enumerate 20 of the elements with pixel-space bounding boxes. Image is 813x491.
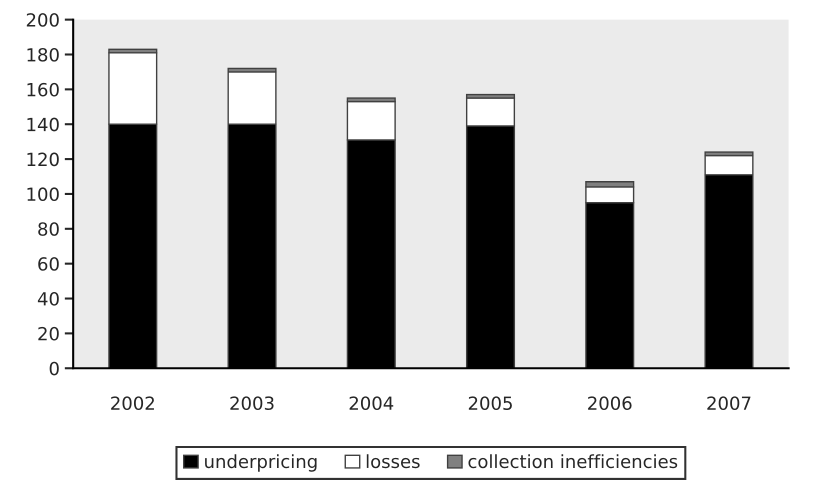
y-tick-label: 20	[38, 326, 59, 341]
legend-label: collection inefficiencies	[468, 454, 678, 468]
y-tick-label: 0	[50, 362, 59, 376]
x-tick-label: 2004	[350, 396, 394, 410]
x-tick-label: 2007	[707, 396, 750, 410]
y-tick-label: 200	[26, 13, 59, 27]
y-tick-label: 120	[27, 152, 59, 166]
y-tick-label: 60	[38, 257, 59, 271]
x-tick-label: 2003	[230, 396, 274, 410]
y-tick-label: 180	[27, 48, 59, 62]
y-tick-label: 40	[38, 292, 59, 306]
x-tick-label: 2006	[588, 396, 632, 410]
legend-label: losses	[366, 454, 420, 468]
y-tick-label: 100	[27, 187, 59, 202]
x-tick-label: 2002	[111, 396, 154, 410]
x-tick-label: 2005	[468, 396, 512, 410]
legend-label: underpricing	[205, 454, 317, 472]
y-tick-label: 140	[27, 118, 59, 132]
y-tick-label: 80	[38, 222, 59, 236]
y-tick-label: 160	[27, 82, 59, 96]
